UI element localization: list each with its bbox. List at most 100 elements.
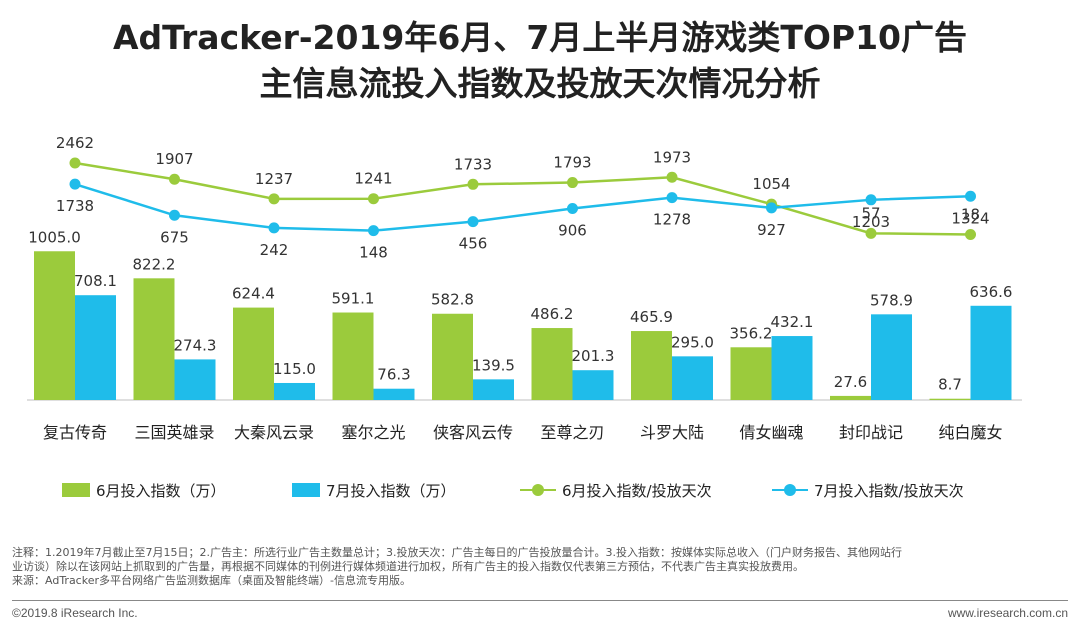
legend-item-june-ratio: 6月投入指数/投放天次 bbox=[520, 478, 712, 502]
bar-june-7 bbox=[730, 347, 772, 400]
category-label-0: 复古传奇 bbox=[43, 423, 107, 442]
bar-label-june-5: 486.2 bbox=[531, 305, 574, 323]
copyright: ©2019.8 iResearch Inc. bbox=[12, 606, 138, 620]
point-label-july-1: 675 bbox=[160, 228, 189, 246]
bar-label-june-2: 624.4 bbox=[232, 285, 275, 303]
bar-july-4 bbox=[473, 379, 514, 400]
bar-july-2 bbox=[274, 382, 315, 400]
category-label-3: 塞尔之光 bbox=[341, 423, 405, 442]
bar-label-july-3: 76.3 bbox=[377, 366, 410, 384]
bar-july-5 bbox=[572, 370, 614, 400]
bar-june-8 bbox=[830, 395, 871, 400]
line-june-ratio bbox=[74, 161, 971, 236]
point-label-june-4: 1733 bbox=[454, 155, 492, 173]
note-line-2: 业访谈）除以在该网站上抓取到的广告量，再根据不同媒体的刊例进行媒体频道进行加权，… bbox=[12, 560, 804, 573]
note-line-1: 注释：1.2019年7月截止至7月15日；2.广告主：所选行业广告主数量总计；3… bbox=[12, 546, 902, 559]
chart-title-line-2: 主信息流投入指数及投放天次情况分析 bbox=[259, 64, 821, 103]
bar-label-june-1: 822.2 bbox=[133, 255, 176, 273]
point-june-2 bbox=[268, 193, 280, 205]
bar-july-7 bbox=[771, 336, 813, 400]
bar-june-4 bbox=[432, 313, 473, 400]
point-label-june-8: 57 bbox=[861, 204, 880, 222]
footnotes: 注释：1.2019年7月截止至7月15日；2.广告主：所选行业广告主数量总计；3… bbox=[12, 546, 1072, 588]
category-label-7: 倩女幽魂 bbox=[739, 423, 803, 442]
bar-july-1 bbox=[174, 359, 216, 400]
chart-title-line-1: AdTracker-2019年6月、7月上半月游戏类TOP10广告 bbox=[112, 18, 967, 57]
point-label-june-0: 2462 bbox=[56, 134, 94, 152]
bar-july-3 bbox=[373, 388, 415, 400]
source-note: 来源：AdTracker多平台网络广告监测数据库（桌面及智能终端）-信息流专用版… bbox=[12, 574, 411, 587]
point-july-7 bbox=[766, 202, 777, 214]
bar-july-8 bbox=[871, 314, 912, 400]
point-july-4 bbox=[467, 216, 479, 228]
legend-label-june-index: 6月投入指数（万） bbox=[96, 481, 226, 500]
point-june-9 bbox=[965, 228, 976, 240]
point-label-july-4: 456 bbox=[459, 235, 488, 253]
point-label-july-7: 927 bbox=[757, 221, 786, 239]
bar-label-june-0: 1005.0 bbox=[28, 228, 81, 246]
point-june-4 bbox=[467, 178, 479, 190]
bar-june-1 bbox=[133, 278, 175, 400]
category-label-9: 纯白魔女 bbox=[938, 423, 1002, 442]
point-june-5 bbox=[567, 177, 578, 189]
bar-label-june-8: 27.6 bbox=[834, 373, 867, 391]
point-label-july-3: 148 bbox=[359, 244, 388, 262]
legend-label-july-ratio: 7月投入指数/投放天次 bbox=[814, 481, 964, 500]
point-label-june-9: 18 bbox=[961, 205, 980, 223]
point-june-8 bbox=[865, 227, 877, 239]
legend-item-july-index: 7月投入指数（万） bbox=[292, 478, 456, 502]
bar-june-5 bbox=[531, 328, 573, 400]
bar-june-9 bbox=[929, 398, 971, 400]
footer-divider bbox=[12, 600, 1068, 601]
bar-label-june-4: 582.8 bbox=[431, 291, 474, 309]
bar-label-july-9: 636.6 bbox=[970, 283, 1013, 301]
point-label-june-7: 1054 bbox=[752, 175, 790, 193]
point-label-july-8: 1203 bbox=[852, 213, 890, 231]
point-label-july-2: 242 bbox=[260, 241, 289, 259]
bar-label-july-6: 295.0 bbox=[671, 333, 714, 351]
legend-label-june-ratio: 6月投入指数/投放天次 bbox=[562, 481, 712, 500]
point-june-3 bbox=[368, 193, 379, 205]
point-label-june-1: 1907 bbox=[155, 150, 193, 168]
point-july-6 bbox=[666, 192, 678, 204]
bar-label-june-9: 8.7 bbox=[938, 376, 962, 394]
point-june-6 bbox=[666, 171, 678, 183]
point-july-5 bbox=[567, 202, 578, 214]
point-july-0 bbox=[69, 178, 81, 190]
point-july-8 bbox=[865, 194, 877, 206]
point-label-june-6: 1973 bbox=[653, 148, 691, 166]
bar-label-june-3: 591.1 bbox=[332, 290, 375, 308]
legend-item-july-ratio: 7月投入指数/投放天次 bbox=[772, 478, 964, 502]
point-july-9 bbox=[965, 190, 976, 202]
point-label-july-9: 1324 bbox=[951, 209, 989, 227]
point-july-3 bbox=[368, 225, 379, 237]
bar-june-0 bbox=[34, 251, 75, 400]
point-label-june-3: 1241 bbox=[354, 170, 392, 188]
line-july-ratio bbox=[74, 182, 971, 232]
bar-label-july-5: 201.3 bbox=[572, 347, 615, 365]
point-july-2 bbox=[268, 222, 280, 234]
legend-label-july-index: 7月投入指数（万） bbox=[326, 481, 456, 500]
point-june-1 bbox=[169, 173, 180, 185]
bar-label-july-1: 274.3 bbox=[174, 336, 217, 354]
point-june-0 bbox=[69, 157, 81, 169]
bar-june-3 bbox=[332, 312, 374, 400]
bar-label-july-2: 115.0 bbox=[273, 360, 316, 378]
point-label-june-5: 1793 bbox=[553, 154, 591, 172]
point-july-1 bbox=[169, 209, 180, 221]
legend-swatch-june-bar bbox=[62, 483, 90, 497]
point-label-july-5: 906 bbox=[558, 221, 587, 239]
bar-label-june-7: 356.2 bbox=[730, 324, 773, 342]
legend-swatch-july-bar bbox=[292, 483, 320, 497]
legend-swatch-june-line bbox=[520, 483, 556, 497]
category-label-6: 斗罗大陆 bbox=[640, 423, 704, 442]
category-label-8: 封印战记 bbox=[839, 423, 903, 442]
bar-june-2 bbox=[233, 307, 274, 400]
point-label-june-2: 1237 bbox=[255, 170, 293, 188]
website-link: www.iresearch.com.cn bbox=[947, 606, 1068, 620]
bar-label-july-4: 139.5 bbox=[472, 356, 515, 374]
bar-label-july-8: 578.9 bbox=[870, 291, 913, 309]
category-label-5: 至尊之刃 bbox=[540, 423, 604, 442]
category-label-2: 大秦风云录 bbox=[234, 423, 314, 442]
bar-june-6 bbox=[631, 331, 672, 400]
